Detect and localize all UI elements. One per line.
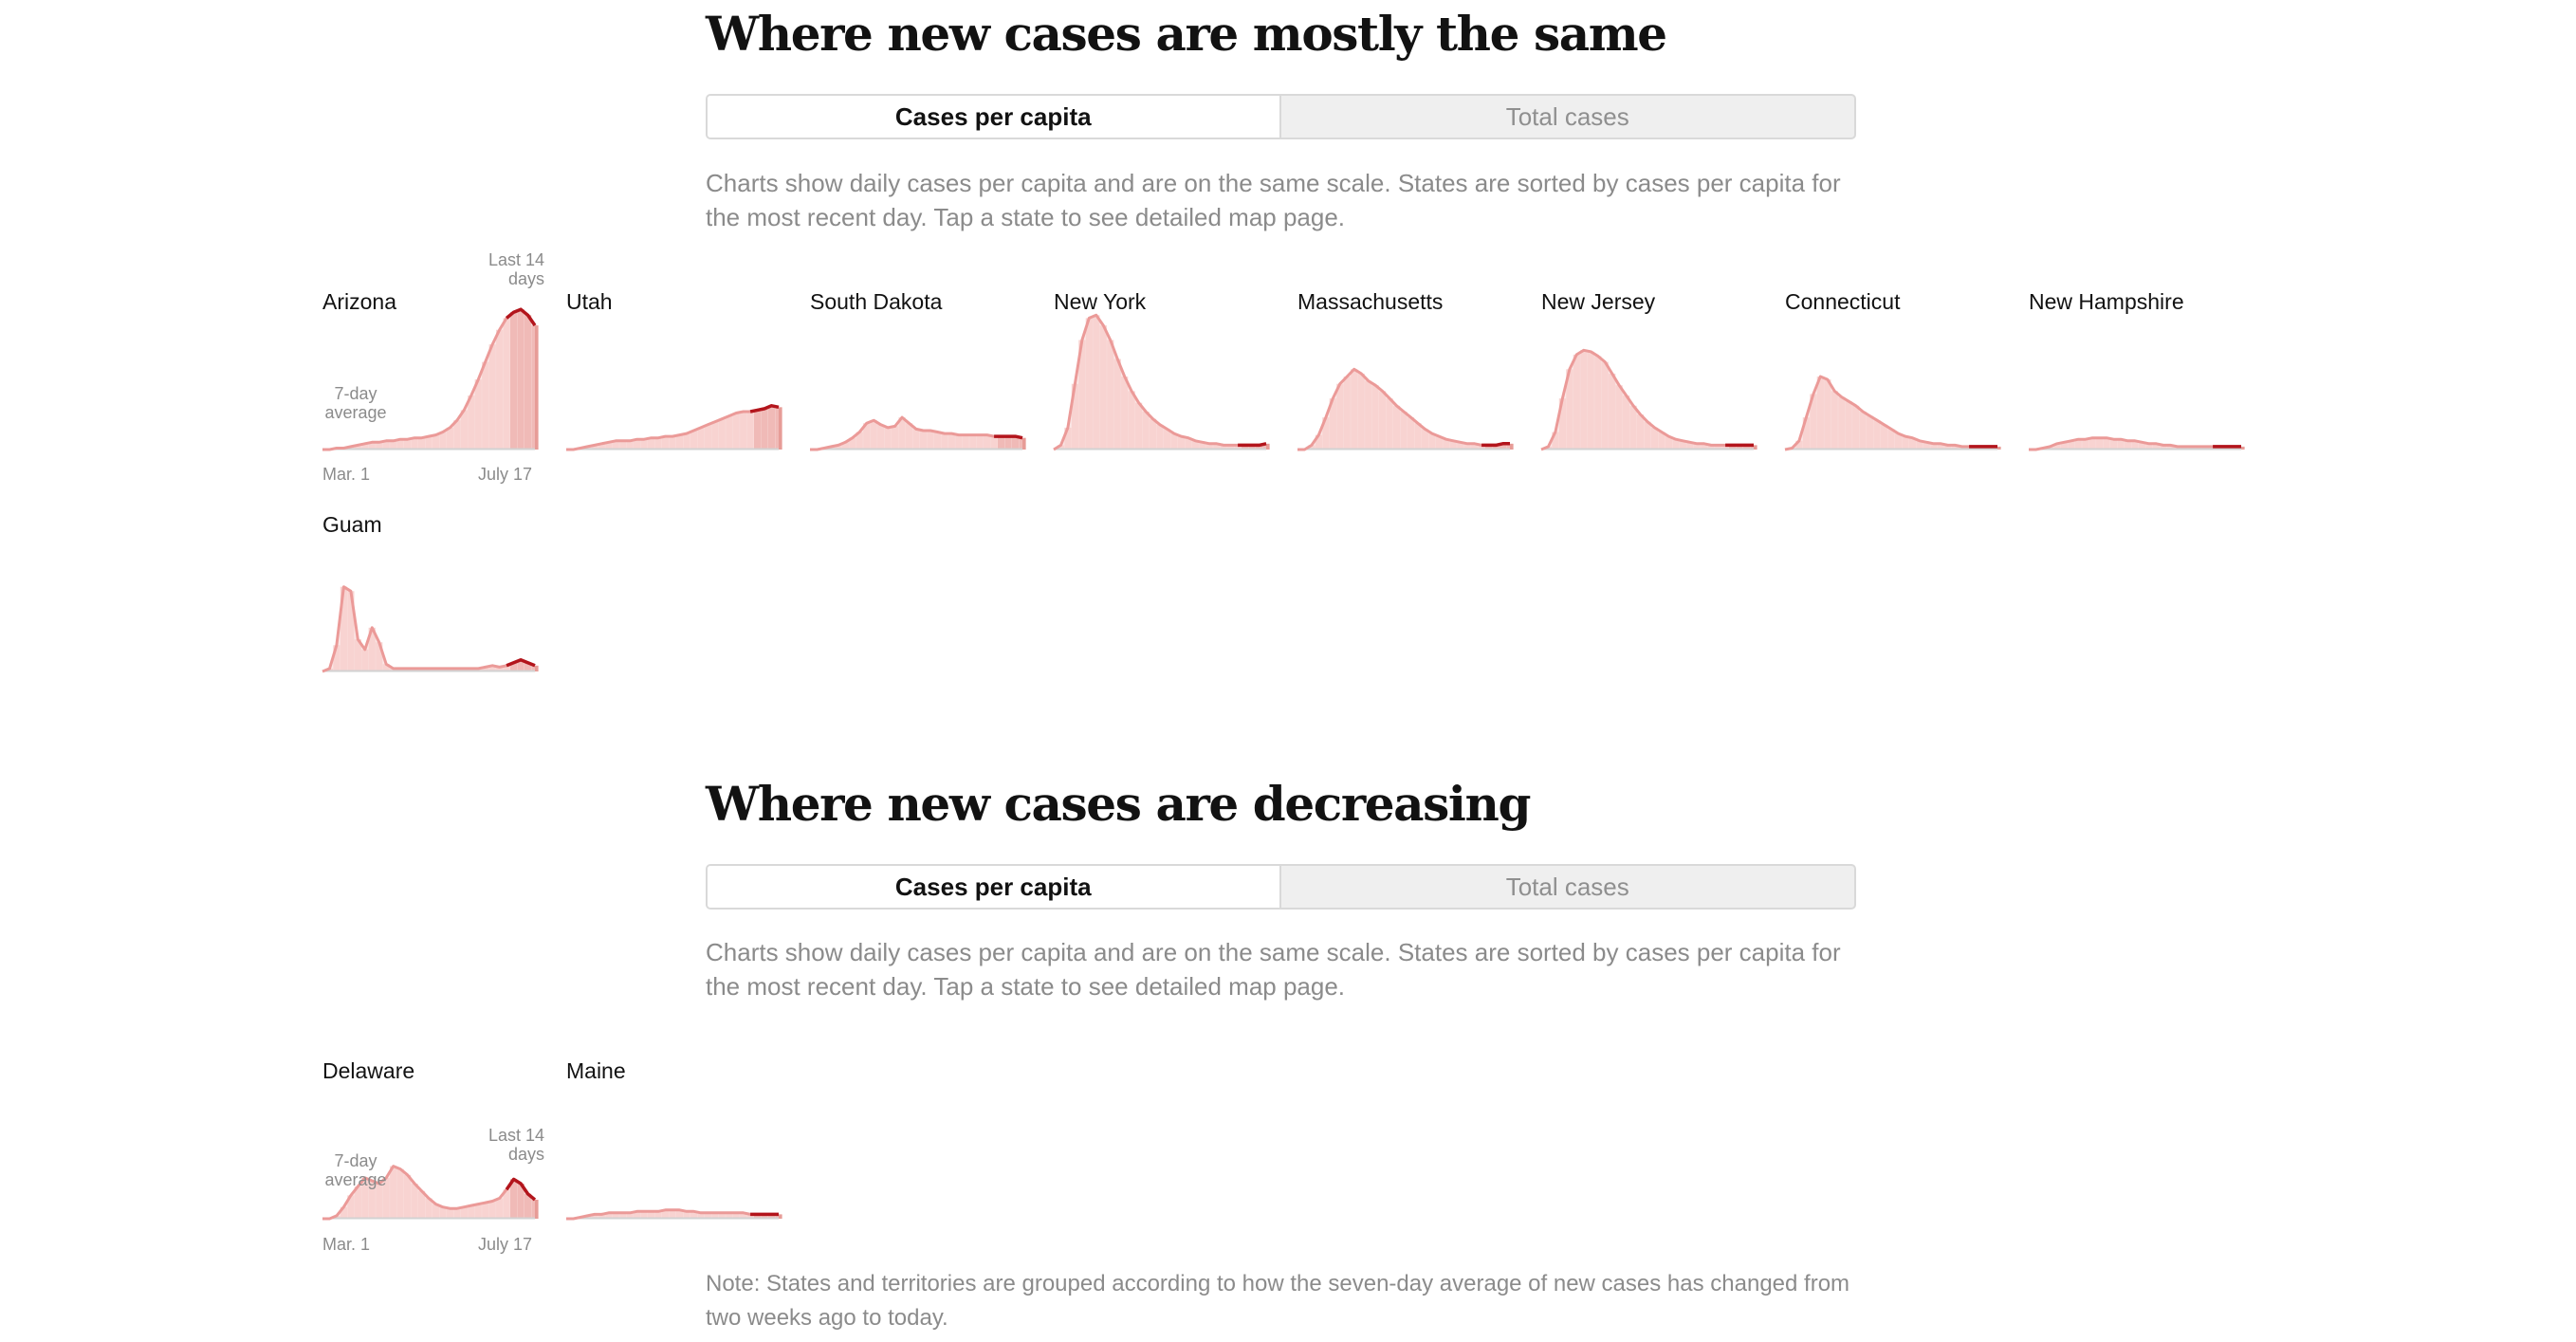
chart-description: Charts show daily cases per capita and a… xyxy=(706,169,1841,231)
seven-day-average-line xyxy=(322,1165,536,1221)
state-chart[interactable] xyxy=(566,1067,782,1221)
state-chart[interactable] xyxy=(322,520,539,673)
state-label[interactable]: Arizona xyxy=(322,289,396,314)
state-chart[interactable] xyxy=(2029,298,2245,451)
seven-day-average-line xyxy=(2029,436,2241,451)
seven-day-average-line xyxy=(566,1208,779,1221)
recent-average-line xyxy=(1481,442,1510,448)
section-title: Where new cases are decreasing xyxy=(706,776,1531,832)
average-area xyxy=(566,405,779,450)
average-area xyxy=(1054,315,1266,450)
toggle-total-cases[interactable]: Total cases xyxy=(1505,872,1629,901)
state-chart[interactable] xyxy=(1784,298,2001,451)
state-chart[interactable] xyxy=(322,298,539,451)
metric-toggle: Cases per capita Total cases xyxy=(706,94,1856,139)
average-area xyxy=(1297,369,1510,450)
x-tick-start: Mar. 1 xyxy=(322,465,371,484)
state-label[interactable]: Delaware xyxy=(322,1058,415,1083)
seven-day-average-line xyxy=(322,585,536,673)
average-area xyxy=(810,417,1022,450)
state-chart[interactable] xyxy=(566,298,782,451)
average-area xyxy=(566,1209,779,1219)
state-chart[interactable] xyxy=(322,1067,539,1221)
annotation-last-14-days: Last 14 days xyxy=(488,250,544,288)
average-area xyxy=(322,309,535,450)
x-tick-start: Mar. 1 xyxy=(322,1235,371,1254)
state-label[interactable]: South Dakota xyxy=(810,289,943,314)
seven-day-average-line xyxy=(566,404,780,451)
state-label[interactable]: Connecticut xyxy=(1785,289,1901,314)
average-area xyxy=(1541,350,1754,450)
recent-average-line xyxy=(1238,442,1267,448)
seven-day-average-line xyxy=(1784,375,1997,451)
toggle-total-cases[interactable]: Total cases xyxy=(1505,101,1629,131)
state-chart[interactable] xyxy=(1540,298,1757,451)
metric-toggle: Cases per capita Total cases xyxy=(706,864,1856,910)
recent-average-line xyxy=(994,434,1023,440)
grouping-note: Note: States and territories are grouped… xyxy=(706,1271,1850,1331)
seven-day-average-line xyxy=(1297,367,1510,451)
annotation-7-day-average: 7-day average xyxy=(324,1151,387,1189)
recent-average-line xyxy=(505,307,537,327)
x-tick-end: July 17 xyxy=(478,1235,533,1254)
state-chart[interactable] xyxy=(1297,298,1514,451)
state-chart[interactable] xyxy=(810,298,1026,451)
state-label[interactable]: New Hampshire xyxy=(2029,289,2184,314)
state-label[interactable]: New York xyxy=(1054,289,1147,314)
seven-day-average-line xyxy=(322,307,537,451)
state-label[interactable]: New Jersey xyxy=(1541,289,1656,314)
toggle-cases-per-capita[interactable]: Cases per capita xyxy=(708,866,1281,908)
recent-average-line xyxy=(505,1177,537,1202)
section-title: Where new cases are mostly the same xyxy=(706,6,1667,62)
recent-average-line xyxy=(506,657,536,668)
state-label[interactable]: Utah xyxy=(566,289,613,314)
average-area xyxy=(322,586,535,671)
chart-description: Charts show daily cases per capita and a… xyxy=(706,938,1841,1001)
recent-average-line xyxy=(749,404,780,414)
annotation-last-14-days: Last 14 days xyxy=(488,1126,544,1164)
x-tick-end: July 17 xyxy=(478,465,533,484)
annotation-7-day-average: 7-day average xyxy=(324,384,387,422)
seven-day-average-line xyxy=(1053,313,1267,451)
state-label[interactable]: Massachusetts xyxy=(1297,289,1444,314)
average-area xyxy=(322,1166,535,1219)
state-chart[interactable] xyxy=(1053,298,1270,451)
state-label[interactable]: Guam xyxy=(322,512,382,537)
state-label[interactable]: Maine xyxy=(566,1058,626,1083)
seven-day-average-line xyxy=(1540,348,1754,451)
seven-day-average-line xyxy=(810,415,1023,451)
toggle-cases-per-capita[interactable]: Cases per capita xyxy=(708,96,1281,138)
